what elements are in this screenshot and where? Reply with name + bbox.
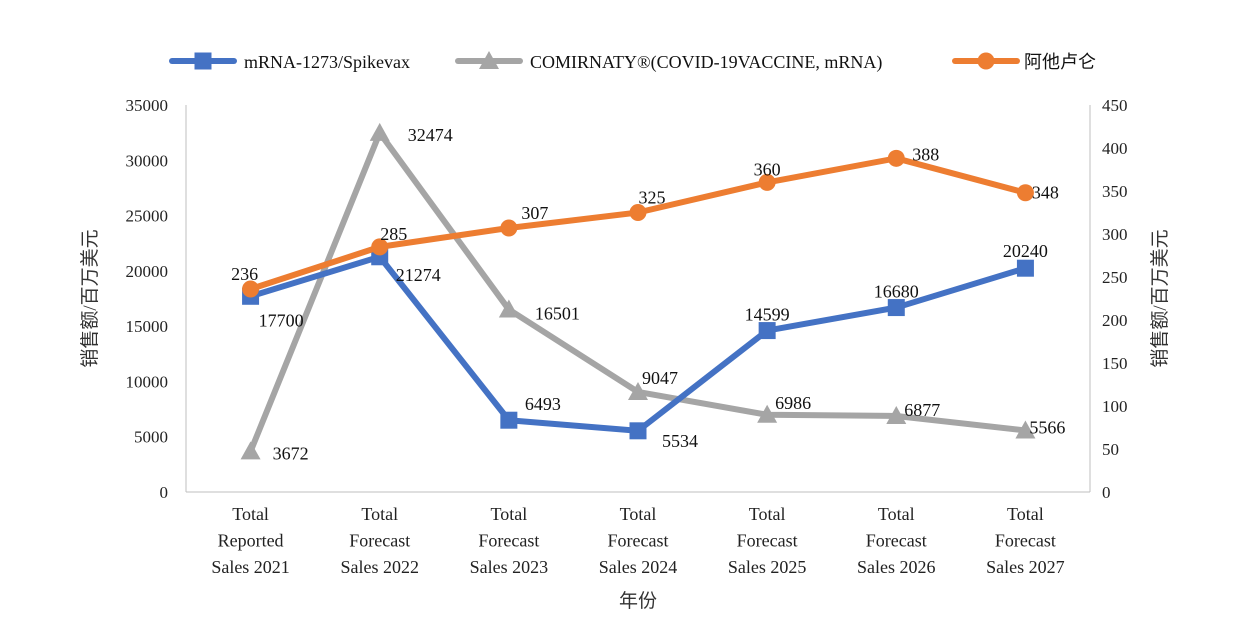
data-point-square: [887, 299, 905, 317]
data-point-triangle: [886, 405, 907, 424]
data-point-circle: [887, 149, 905, 167]
left-tick-label: 25000: [126, 207, 169, 226]
data-label-square: 5534: [662, 431, 698, 451]
data-point-circle: [242, 280, 260, 298]
legend-marker-circle: [977, 52, 995, 70]
data-point-triangle: [1015, 420, 1036, 439]
right-tick-label: 450: [1102, 96, 1128, 115]
right-tick-label: 400: [1102, 139, 1128, 158]
right-tick-label: 50: [1102, 440, 1119, 459]
legend-marker-square: [194, 52, 212, 70]
data-label-triangle: 6986: [775, 393, 811, 413]
data-label-circle: 307: [521, 203, 548, 223]
x-category-label: Total Forecast Sales 2024: [599, 504, 678, 577]
data-label-circle: 388: [912, 144, 939, 164]
left-tick-label: 0: [160, 483, 169, 502]
left-axis-title: 销售额/百万美元: [79, 229, 101, 367]
left-tick-label: 35000: [126, 96, 169, 115]
data-label-circle: 360: [754, 159, 781, 179]
data-label-square: 17700: [259, 310, 304, 330]
data-point-triangle: [498, 299, 519, 318]
series-line-circle: [247, 155, 1029, 293]
right-tick-label: 0: [1102, 483, 1111, 502]
data-point-square: [1016, 259, 1034, 277]
right-tick-label: 200: [1102, 311, 1128, 330]
data-label-square: 16680: [874, 282, 919, 302]
data-point-square: [758, 322, 776, 340]
data-label-triangle: 6877: [904, 400, 940, 420]
legend-label-circle: 阿他卢仑: [1024, 52, 1096, 72]
data-label-triangle: 3672: [273, 443, 309, 463]
data-point-circle: [371, 238, 389, 256]
right-tick-label: 250: [1102, 268, 1128, 287]
x-category-label: Total Forecast Sales 2023: [470, 504, 549, 577]
x-category-label: Total Forecast Sales 2022: [340, 504, 419, 577]
left-tick-label: 10000: [126, 372, 169, 391]
data-label-square: 21274: [396, 265, 441, 285]
data-point-triangle: [369, 122, 390, 141]
data-label-triangle: 9047: [642, 368, 678, 388]
data-point-triangle: [757, 404, 778, 423]
data-point-circle: [629, 204, 647, 221]
data-point-circle: [500, 219, 518, 237]
legend-marker-triangle: [479, 51, 499, 69]
x-category-label: Total Reported Sales 2021: [211, 504, 290, 577]
data-point-circle: [758, 173, 776, 191]
data-label-circle: 236: [231, 264, 258, 284]
right-tick-label: 300: [1102, 225, 1128, 244]
data-point-triangle: [240, 441, 261, 460]
left-tick-label: 15000: [126, 317, 169, 336]
data-label-square: 6493: [525, 394, 561, 414]
data-point-circle: [1016, 184, 1034, 202]
data-label-square: 14599: [745, 305, 790, 325]
data-label-circle: 348: [1032, 183, 1059, 203]
data-point-triangle: [628, 381, 648, 400]
left-tick-label: 30000: [126, 151, 169, 170]
data-point-square: [500, 411, 518, 429]
right-tick-label: 350: [1102, 182, 1128, 201]
data-point-square: [629, 422, 647, 440]
right-tick-label: 100: [1102, 397, 1128, 416]
data-label-triangle: 16501: [535, 304, 580, 324]
data-label-triangle: 32474: [408, 125, 453, 145]
right-tick-label: 150: [1102, 354, 1128, 373]
data-label-triangle: 5566: [1029, 417, 1065, 437]
right-axis-title: 销售额/百万美元: [1149, 229, 1171, 367]
data-label-circle: 325: [639, 188, 666, 208]
x-category-label: Total Forecast Sales 2026: [857, 504, 936, 577]
legend-label-square: mRNA-1273/Spikevax: [244, 52, 410, 72]
x-axis-title: 年份: [619, 590, 657, 612]
x-category-label: Total Forecast Sales 2025: [728, 504, 807, 577]
left-tick-label: 20000: [126, 262, 169, 281]
data-label-circle: 285: [380, 224, 407, 244]
x-category-label: Total Forecast Sales 2027: [986, 504, 1065, 577]
legend-label-triangle: COMIRNATY®(COVID-19VACCINE, mRNA): [530, 52, 882, 73]
data-label-square: 20240: [1003, 241, 1048, 261]
left-tick-label: 5000: [134, 428, 168, 447]
